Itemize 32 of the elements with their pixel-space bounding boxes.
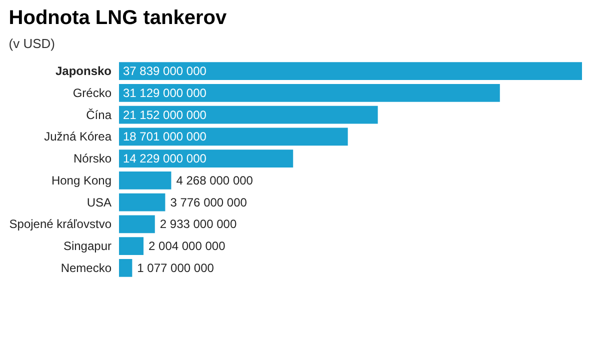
y-tick-label: Nórsko bbox=[73, 152, 112, 166]
data-label: 1 077 000 000 bbox=[137, 260, 214, 275]
bar bbox=[119, 128, 348, 146]
y-tick-label: Čína bbox=[86, 108, 112, 122]
bar bbox=[119, 237, 144, 256]
y-tick-label: USA bbox=[86, 195, 112, 210]
bar bbox=[119, 150, 294, 168]
data-label: 3 776 000 000 bbox=[170, 195, 248, 210]
data-label: 4 268 000 000 bbox=[176, 173, 254, 188]
y-tick-label: Nemecko bbox=[60, 260, 112, 275]
y-tick-label: Južná Kórea bbox=[44, 130, 112, 144]
data-label: 37 839 000 000 bbox=[123, 64, 207, 78]
bar bbox=[119, 84, 500, 102]
chart-title: Hodnota LNG tankerov bbox=[8, 7, 228, 29]
bar bbox=[119, 171, 172, 190]
y-tick-label: Hong Kong bbox=[51, 173, 112, 188]
data-label: 14 229 000 000 bbox=[123, 152, 207, 166]
bar bbox=[119, 62, 582, 80]
bar bbox=[119, 193, 166, 212]
data-label: 31 129 000 000 bbox=[123, 86, 207, 100]
bar bbox=[119, 258, 132, 277]
data-label: 18 701 000 000 bbox=[123, 130, 207, 144]
bar bbox=[119, 106, 378, 124]
data-label: 2 004 000 000 bbox=[148, 239, 226, 254]
y-tick-label: Japonsko bbox=[55, 64, 112, 78]
bar bbox=[119, 215, 155, 234]
data-label: 2 933 000 000 bbox=[160, 217, 237, 232]
data-label: 21 152 000 000 bbox=[123, 108, 207, 122]
chart-subtitle: (v USD) bbox=[8, 36, 55, 51]
y-tick-label: Singapur bbox=[63, 239, 112, 254]
y-tick-label: Grécko bbox=[72, 86, 112, 100]
y-tick-label: Spojené kráľovstvo bbox=[9, 217, 112, 232]
